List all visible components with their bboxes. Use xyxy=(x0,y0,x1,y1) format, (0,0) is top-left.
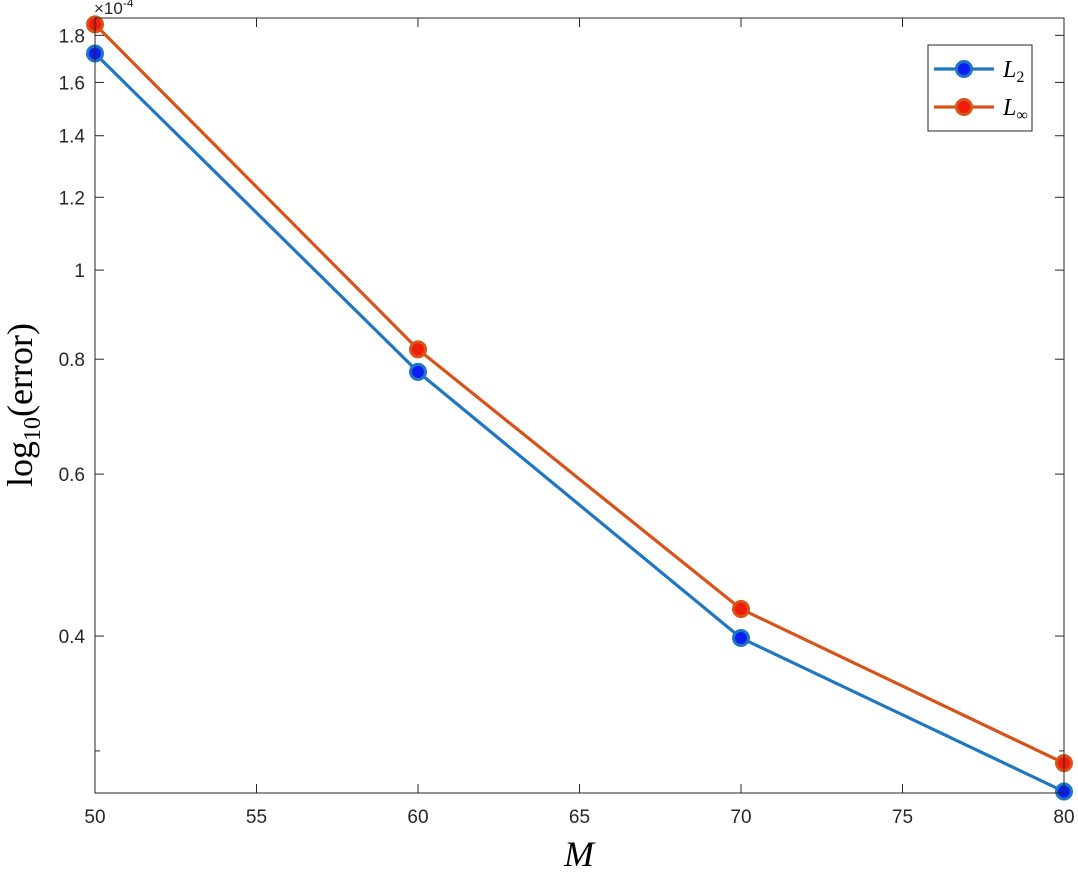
legend-label: L2 xyxy=(1002,57,1024,86)
y-exponent-label: ×10-4 xyxy=(94,0,134,18)
y-tick-label: 0.8 xyxy=(59,350,85,371)
y-axis-label: log10(error) xyxy=(0,323,46,487)
y-tick-label: 0.4 xyxy=(59,627,86,648)
series-group xyxy=(86,15,1073,801)
x-tick-label: 60 xyxy=(407,807,428,828)
y-tick-label: 1.4 xyxy=(59,127,86,148)
legend-marker xyxy=(955,60,973,78)
x-tick-label: 50 xyxy=(84,807,105,828)
series-point-0 xyxy=(732,629,750,648)
x-tick-label: 70 xyxy=(730,807,751,828)
plot-area xyxy=(95,18,1064,793)
series-line-0 xyxy=(93,52,1065,793)
y-tick-label: 1.2 xyxy=(59,188,85,209)
x-tick-label: 80 xyxy=(1053,807,1074,828)
y-tick-label: 1.8 xyxy=(59,26,85,47)
legend-label: L∞ xyxy=(1002,95,1028,124)
x-tick-label: 55 xyxy=(246,807,267,828)
series-point-1 xyxy=(409,340,427,359)
plot-frame xyxy=(94,17,1065,794)
legend: L2 L∞ xyxy=(927,44,1033,132)
series-line-1 xyxy=(93,23,1065,765)
y-tick-label: 0.6 xyxy=(59,465,85,486)
x-axis-label: M xyxy=(563,834,596,873)
x-tick-label: 75 xyxy=(892,807,913,828)
x-tick-label: 65 xyxy=(569,807,590,828)
series-point-1 xyxy=(732,600,750,619)
series-point-0 xyxy=(409,362,427,381)
legend-marker xyxy=(955,98,973,116)
y-tick-label: 1.6 xyxy=(59,73,85,94)
y-tick-label: 1 xyxy=(74,261,85,282)
legend-box xyxy=(927,44,1033,132)
